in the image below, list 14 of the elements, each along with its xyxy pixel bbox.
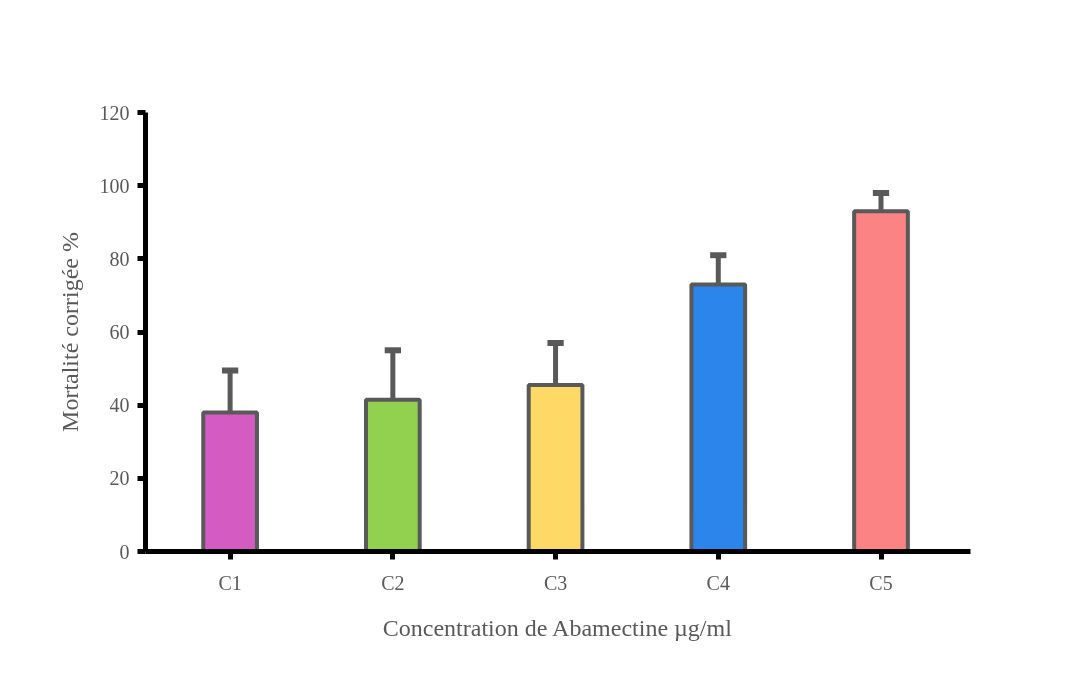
y-tick-label: 120	[99, 101, 130, 124]
y-axis-title: Mortalité corrigée %	[56, 232, 83, 432]
x-tick-label: C1	[218, 571, 242, 594]
x-tick-label: C2	[381, 571, 405, 594]
y-tick-label: 60	[109, 321, 130, 343]
y-tick-label: 100	[99, 174, 130, 197]
y-tick-label: 0	[119, 540, 130, 563]
x-tick-label: C5	[869, 571, 893, 594]
x-axis-title: Concentration de Abamectine µg/ml	[382, 614, 733, 641]
x-tick-label: C3	[543, 571, 568, 594]
y-tick-label: 20	[109, 467, 130, 490]
y-tick-label: 40	[109, 394, 130, 417]
y-tick-label: 80	[109, 247, 130, 270]
x-tick-label: C4	[706, 571, 730, 594]
